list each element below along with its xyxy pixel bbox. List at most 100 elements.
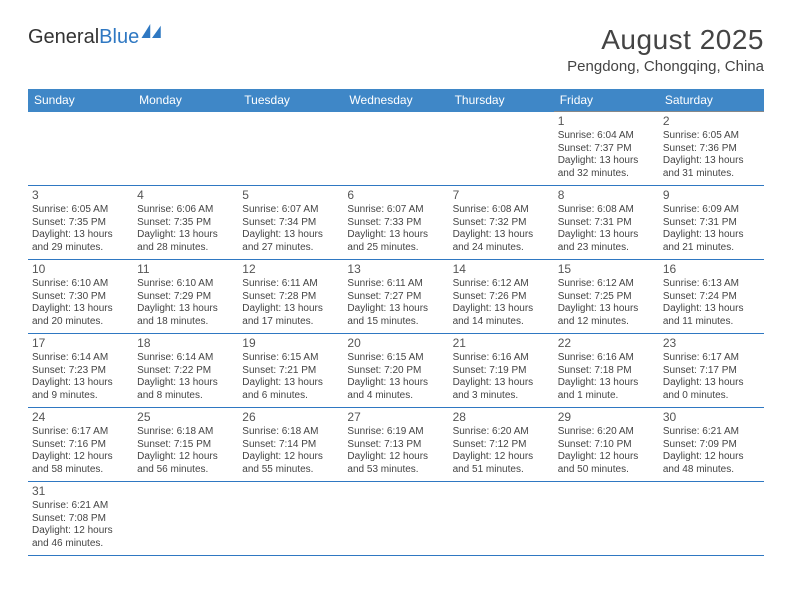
daylight-line: Daylight: 13 hours and 11 minutes. bbox=[663, 303, 760, 328]
day-number: 2 bbox=[663, 114, 760, 129]
sunrise-line: Sunrise: 6:17 AM bbox=[32, 426, 129, 439]
daylight-line: Daylight: 13 hours and 23 minutes. bbox=[558, 229, 655, 254]
sunrise-line: Sunrise: 6:10 AM bbox=[137, 278, 234, 291]
day-number: 9 bbox=[663, 188, 760, 203]
calendar-cell: 31Sunrise: 6:21 AMSunset: 7:08 PMDayligh… bbox=[28, 482, 133, 556]
calendar-cell: 29Sunrise: 6:20 AMSunset: 7:10 PMDayligh… bbox=[554, 408, 659, 482]
calendar-cell: 22Sunrise: 6:16 AMSunset: 7:18 PMDayligh… bbox=[554, 334, 659, 408]
calendar-cell bbox=[28, 112, 133, 186]
calendar-cell: 1Sunrise: 6:04 AMSunset: 7:37 PMDaylight… bbox=[554, 112, 659, 186]
calendar-cell bbox=[238, 112, 343, 186]
sunset-line: Sunset: 7:28 PM bbox=[242, 291, 339, 304]
day-number: 19 bbox=[242, 336, 339, 351]
daylight-line: Daylight: 12 hours and 53 minutes. bbox=[347, 451, 444, 476]
sunrise-line: Sunrise: 6:20 AM bbox=[453, 426, 550, 439]
sunrise-line: Sunrise: 6:16 AM bbox=[453, 352, 550, 365]
sunrise-line: Sunrise: 6:18 AM bbox=[242, 426, 339, 439]
sunset-line: Sunset: 7:32 PM bbox=[453, 217, 550, 230]
sunrise-line: Sunrise: 6:14 AM bbox=[137, 352, 234, 365]
calendar-cell: 14Sunrise: 6:12 AMSunset: 7:26 PMDayligh… bbox=[449, 260, 554, 334]
day-number: 25 bbox=[137, 410, 234, 425]
daylight-line: Daylight: 12 hours and 48 minutes. bbox=[663, 451, 760, 476]
sunrise-line: Sunrise: 6:17 AM bbox=[663, 352, 760, 365]
calendar-cell: 27Sunrise: 6:19 AMSunset: 7:13 PMDayligh… bbox=[343, 408, 448, 482]
daylight-line: Daylight: 13 hours and 21 minutes. bbox=[663, 229, 760, 254]
day-header: Sunday bbox=[28, 89, 133, 112]
calendar-cell: 16Sunrise: 6:13 AMSunset: 7:24 PMDayligh… bbox=[659, 260, 764, 334]
calendar-cell: 7Sunrise: 6:08 AMSunset: 7:32 PMDaylight… bbox=[449, 186, 554, 260]
day-number: 29 bbox=[558, 410, 655, 425]
sunset-line: Sunset: 7:26 PM bbox=[453, 291, 550, 304]
calendar-cell: 17Sunrise: 6:14 AMSunset: 7:23 PMDayligh… bbox=[28, 334, 133, 408]
sunrise-line: Sunrise: 6:13 AM bbox=[663, 278, 760, 291]
daylight-line: Daylight: 13 hours and 17 minutes. bbox=[242, 303, 339, 328]
calendar-cell: 2Sunrise: 6:05 AMSunset: 7:36 PMDaylight… bbox=[659, 112, 764, 186]
sunrise-line: Sunrise: 6:08 AM bbox=[558, 204, 655, 217]
sunset-line: Sunset: 7:13 PM bbox=[347, 439, 444, 452]
daylight-line: Daylight: 13 hours and 31 minutes. bbox=[663, 155, 760, 180]
sunset-line: Sunset: 7:23 PM bbox=[32, 365, 129, 378]
calendar-row: 31Sunrise: 6:21 AMSunset: 7:08 PMDayligh… bbox=[28, 482, 764, 556]
calendar-cell bbox=[343, 482, 448, 556]
calendar-cell bbox=[238, 482, 343, 556]
sunset-line: Sunset: 7:17 PM bbox=[663, 365, 760, 378]
daylight-line: Daylight: 13 hours and 12 minutes. bbox=[558, 303, 655, 328]
day-number: 14 bbox=[453, 262, 550, 277]
sunset-line: Sunset: 7:36 PM bbox=[663, 143, 760, 156]
day-header: Tuesday bbox=[238, 89, 343, 112]
day-number: 18 bbox=[137, 336, 234, 351]
calendar-cell: 24Sunrise: 6:17 AMSunset: 7:16 PMDayligh… bbox=[28, 408, 133, 482]
day-number: 24 bbox=[32, 410, 129, 425]
sunrise-line: Sunrise: 6:14 AM bbox=[32, 352, 129, 365]
calendar-cell: 13Sunrise: 6:11 AMSunset: 7:27 PMDayligh… bbox=[343, 260, 448, 334]
calendar-cell: 12Sunrise: 6:11 AMSunset: 7:28 PMDayligh… bbox=[238, 260, 343, 334]
calendar-cell: 10Sunrise: 6:10 AMSunset: 7:30 PMDayligh… bbox=[28, 260, 133, 334]
calendar-table: SundayMondayTuesdayWednesdayThursdayFrid… bbox=[28, 89, 764, 556]
daylight-line: Daylight: 13 hours and 15 minutes. bbox=[347, 303, 444, 328]
calendar-cell bbox=[554, 482, 659, 556]
calendar-cell: 28Sunrise: 6:20 AMSunset: 7:12 PMDayligh… bbox=[449, 408, 554, 482]
daylight-line: Daylight: 12 hours and 50 minutes. bbox=[558, 451, 655, 476]
daylight-line: Daylight: 13 hours and 27 minutes. bbox=[242, 229, 339, 254]
daylight-line: Daylight: 13 hours and 3 minutes. bbox=[453, 377, 550, 402]
sunrise-line: Sunrise: 6:07 AM bbox=[347, 204, 444, 217]
sunset-line: Sunset: 7:35 PM bbox=[137, 217, 234, 230]
day-header: Friday bbox=[554, 89, 659, 112]
day-number: 12 bbox=[242, 262, 339, 277]
sunrise-line: Sunrise: 6:21 AM bbox=[32, 500, 129, 513]
daylight-line: Daylight: 13 hours and 29 minutes. bbox=[32, 229, 129, 254]
calendar-cell: 25Sunrise: 6:18 AMSunset: 7:15 PMDayligh… bbox=[133, 408, 238, 482]
day-number: 3 bbox=[32, 188, 129, 203]
calendar-cell: 26Sunrise: 6:18 AMSunset: 7:14 PMDayligh… bbox=[238, 408, 343, 482]
sunrise-line: Sunrise: 6:04 AM bbox=[558, 130, 655, 143]
calendar-row: 1Sunrise: 6:04 AMSunset: 7:37 PMDaylight… bbox=[28, 112, 764, 186]
day-number: 11 bbox=[137, 262, 234, 277]
day-header: Monday bbox=[133, 89, 238, 112]
calendar-header-row: SundayMondayTuesdayWednesdayThursdayFrid… bbox=[28, 89, 764, 112]
calendar-cell bbox=[133, 482, 238, 556]
sunset-line: Sunset: 7:22 PM bbox=[137, 365, 234, 378]
daylight-line: Daylight: 13 hours and 0 minutes. bbox=[663, 377, 760, 402]
title-block: August 2025 Pengdong, Chongqing, China bbox=[567, 24, 764, 75]
sail-icon bbox=[141, 24, 163, 38]
calendar-cell: 18Sunrise: 6:14 AMSunset: 7:22 PMDayligh… bbox=[133, 334, 238, 408]
calendar-cell bbox=[343, 112, 448, 186]
calendar-cell bbox=[449, 112, 554, 186]
sunset-line: Sunset: 7:10 PM bbox=[558, 439, 655, 452]
calendar-cell: 3Sunrise: 6:05 AMSunset: 7:35 PMDaylight… bbox=[28, 186, 133, 260]
day-number: 10 bbox=[32, 262, 129, 277]
sunrise-line: Sunrise: 6:20 AM bbox=[558, 426, 655, 439]
header: GeneralBlue August 2025 Pengdong, Chongq… bbox=[28, 24, 764, 75]
daylight-line: Daylight: 12 hours and 55 minutes. bbox=[242, 451, 339, 476]
day-number: 23 bbox=[663, 336, 760, 351]
daylight-line: Daylight: 13 hours and 8 minutes. bbox=[137, 377, 234, 402]
sunrise-line: Sunrise: 6:08 AM bbox=[453, 204, 550, 217]
sunrise-line: Sunrise: 6:09 AM bbox=[663, 204, 760, 217]
day-number: 27 bbox=[347, 410, 444, 425]
day-number: 4 bbox=[137, 188, 234, 203]
sunrise-line: Sunrise: 6:18 AM bbox=[137, 426, 234, 439]
sunrise-line: Sunrise: 6:07 AM bbox=[242, 204, 339, 217]
calendar-cell: 20Sunrise: 6:15 AMSunset: 7:20 PMDayligh… bbox=[343, 334, 448, 408]
day-number: 20 bbox=[347, 336, 444, 351]
sunset-line: Sunset: 7:14 PM bbox=[242, 439, 339, 452]
